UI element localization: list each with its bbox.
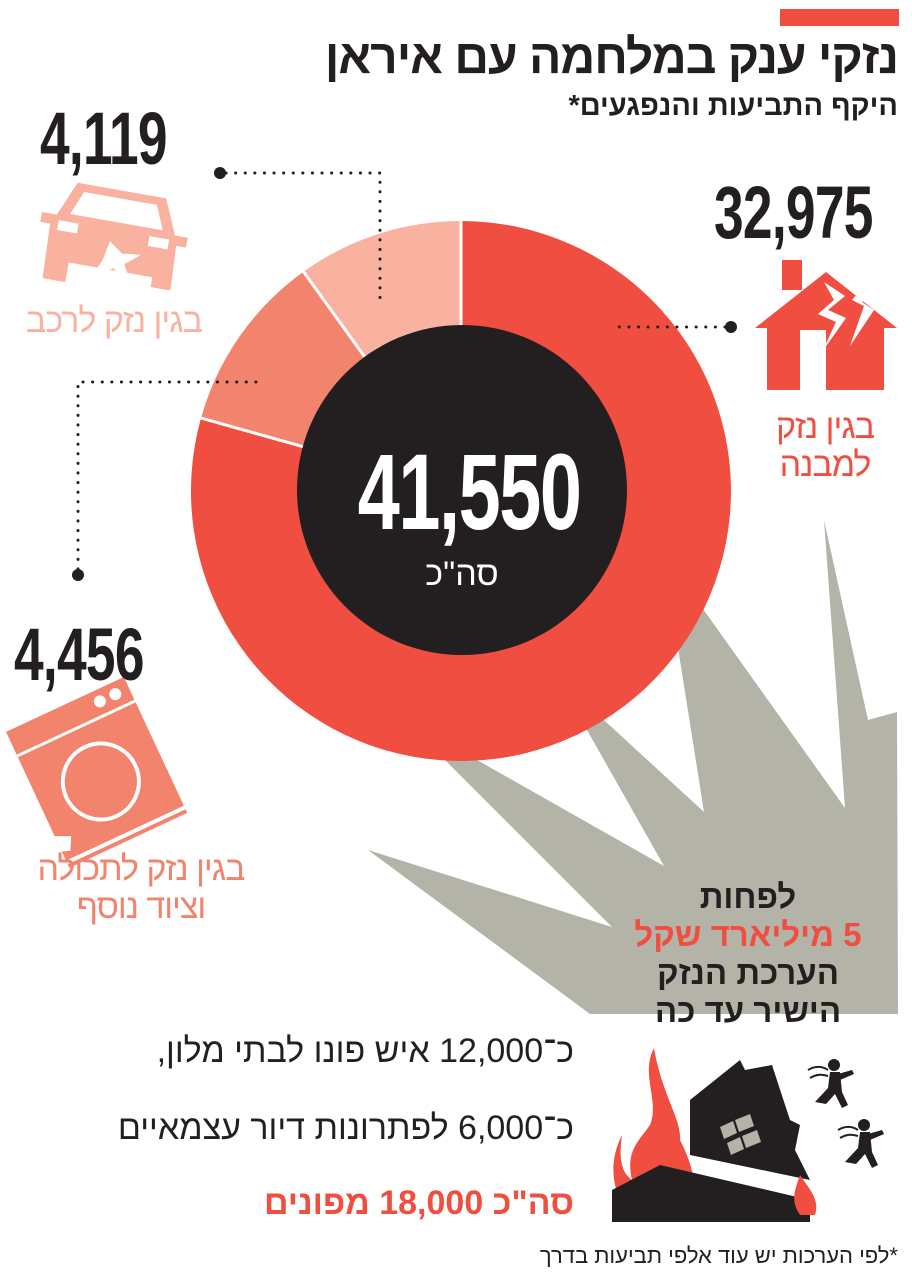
leader-line-contents	[72, 380, 266, 581]
damaged-car-icon	[40, 182, 188, 291]
vehicle-label: בגין נזק לרכב	[26, 302, 203, 340]
accent-bar	[780, 9, 899, 26]
leader-line-building	[610, 321, 737, 333]
contents-value: 4,456	[14, 613, 144, 696]
total-value: 41,550	[357, 431, 582, 552]
evacuees-list: כ־12,000 איש פונו לבתי מלון, כ־6,000 לפת…	[14, 1014, 898, 1240]
estimate-line3: הערכת הנזק	[657, 954, 839, 991]
estimate-line1: לפחות	[699, 878, 797, 915]
page-subtitle: היקף התביעות והנפגעים*	[568, 90, 898, 122]
contents-label-line2: וציוד נוסף	[76, 888, 207, 926]
donut-center	[297, 325, 627, 655]
burning-house-fleeing-people-icon	[612, 1048, 884, 1222]
footnote: *לפי הערכות יש עוד אלפי תביעות בדרך	[539, 1243, 898, 1268]
estimate-amount: 5 מיליארד שקל	[634, 916, 862, 953]
vehicle-value: 4,119	[40, 97, 168, 180]
contents-label-line1: בגין נזק לתכולה	[37, 850, 246, 888]
starburst-shape	[368, 520, 898, 1014]
building-value: 32,975	[714, 171, 873, 254]
row-divider	[14, 1088, 592, 1091]
contents-label: בגין נזק לתכולה וציוד נוסף	[16, 850, 266, 926]
page-title: נזקי ענק במלחמה עם איראן	[324, 31, 899, 84]
estimate-line4: הישיר עד כה	[654, 992, 842, 1029]
building-label: בגין נזק למבנה	[750, 408, 900, 484]
cracked-house-icon	[755, 260, 897, 390]
evacuees-row-independent: כ־6,000 לפתרונות דיור עצמאיים	[117, 1109, 574, 1147]
evacuees-row-hotels: כ־12,000 איש פונו לבתי מלון,	[156, 1032, 574, 1070]
damage-estimate: לפחות 5 מיליארד שקל הערכת הנזק הישיר עד …	[618, 878, 878, 1030]
broken-washing-machine-icon	[6, 676, 188, 868]
total-caption: סה"כ	[425, 555, 499, 593]
evacuees-row-total: סה"כ 18,000 מפונים	[263, 1184, 574, 1222]
building-label-line2: למבנה	[779, 446, 872, 484]
building-label-line1: בגין נזק	[775, 408, 875, 446]
row-divider	[14, 1163, 592, 1166]
leader-line-vehicle	[214, 167, 382, 302]
